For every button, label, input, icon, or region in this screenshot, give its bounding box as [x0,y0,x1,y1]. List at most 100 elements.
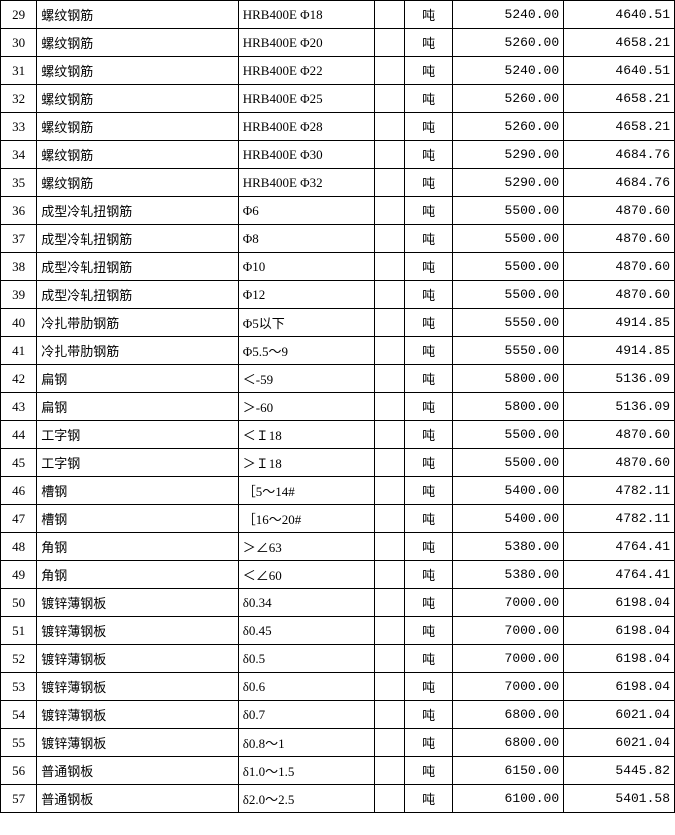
material-name: 螺纹钢筋 [37,1,238,29]
table-row: 54镀锌薄钢板δ0.7吨6800.006021.04 [1,701,675,729]
table-row: 30螺纹钢筋HRB400E Φ20吨5260.004658.21 [1,29,675,57]
material-name: 普通钢板 [37,757,238,785]
specification: ＞∠63 [238,533,374,561]
row-index: 43 [1,393,37,421]
specification: HRB400E Φ30 [238,141,374,169]
material-name: 成型冷轧扭钢筋 [37,197,238,225]
material-name: 扁钢 [37,365,238,393]
row-index: 48 [1,533,37,561]
unit: 吨 [404,589,452,617]
price-2: 4764.41 [564,561,675,589]
price-1: 6800.00 [453,701,564,729]
unit: 吨 [404,785,452,813]
unit: 吨 [404,449,452,477]
table-row: 29螺纹钢筋HRB400E Φ18吨5240.004640.51 [1,1,675,29]
specification: δ0.6 [238,673,374,701]
unit: 吨 [404,757,452,785]
specification: HRB400E Φ25 [238,85,374,113]
table-row: 57普通钢板δ2.0～2.5吨6100.005401.58 [1,785,675,813]
price-1: 5260.00 [453,113,564,141]
material-name: 角钢 [37,533,238,561]
row-index: 32 [1,85,37,113]
blank-cell [374,169,404,197]
blank-cell [374,85,404,113]
unit: 吨 [404,169,452,197]
material-name: 工字钢 [37,421,238,449]
specification: HRB400E Φ28 [238,113,374,141]
unit: 吨 [404,57,452,85]
row-index: 38 [1,253,37,281]
blank-cell [374,281,404,309]
blank-cell [374,141,404,169]
specification: ＜-59 [238,365,374,393]
blank-cell [374,57,404,85]
price-2: 6021.04 [564,729,675,757]
price-1: 5290.00 [453,141,564,169]
blank-cell [374,113,404,141]
unit: 吨 [404,225,452,253]
table-row: 42扁钢＜-59吨5800.005136.09 [1,365,675,393]
row-index: 47 [1,505,37,533]
table-row: 36成型冷轧扭钢筋Φ6吨5500.004870.60 [1,197,675,225]
blank-cell [374,1,404,29]
table-row: 49角钢＜∠60吨5380.004764.41 [1,561,675,589]
row-index: 39 [1,281,37,309]
material-name: 螺纹钢筋 [37,169,238,197]
blank-cell [374,365,404,393]
table-row: 55镀锌薄钢板δ0.8～1吨6800.006021.04 [1,729,675,757]
specification: HRB400E Φ22 [238,57,374,85]
row-index: 57 [1,785,37,813]
material-name: 工字钢 [37,449,238,477]
row-index: 36 [1,197,37,225]
blank-cell [374,729,404,757]
row-index: 45 [1,449,37,477]
price-1: 5380.00 [453,561,564,589]
price-1: 6150.00 [453,757,564,785]
material-name: 角钢 [37,561,238,589]
blank-cell [374,617,404,645]
row-index: 30 [1,29,37,57]
blank-cell [374,337,404,365]
material-name: 槽钢 [37,477,238,505]
material-name: 成型冷轧扭钢筋 [37,225,238,253]
price-2: 4870.60 [564,281,675,309]
blank-cell [374,785,404,813]
price-2: 5136.09 [564,393,675,421]
price-2: 6198.04 [564,589,675,617]
row-index: 50 [1,589,37,617]
specification: HRB400E Φ20 [238,29,374,57]
blank-cell [374,421,404,449]
unit: 吨 [404,505,452,533]
price-1: 5500.00 [453,281,564,309]
blank-cell [374,701,404,729]
price-1: 6800.00 [453,729,564,757]
price-2: 4764.41 [564,533,675,561]
material-name: 扁钢 [37,393,238,421]
table-row: 38成型冷轧扭钢筋Φ10吨5500.004870.60 [1,253,675,281]
price-2: 5136.09 [564,365,675,393]
specification: δ0.34 [238,589,374,617]
blank-cell [374,393,404,421]
blank-cell [374,533,404,561]
unit: 吨 [404,701,452,729]
row-index: 35 [1,169,37,197]
specification: ＜∠60 [238,561,374,589]
row-index: 51 [1,617,37,645]
unit: 吨 [404,617,452,645]
blank-cell [374,477,404,505]
specification: δ2.0～2.5 [238,785,374,813]
price-1: 7000.00 [453,617,564,645]
blank-cell [374,673,404,701]
price-2: 5445.82 [564,757,675,785]
unit: 吨 [404,253,452,281]
unit: 吨 [404,309,452,337]
material-name: 镀锌薄钢板 [37,701,238,729]
blank-cell [374,197,404,225]
price-2: 6198.04 [564,673,675,701]
price-1: 6100.00 [453,785,564,813]
price-2: 4870.60 [564,449,675,477]
material-name: 螺纹钢筋 [37,85,238,113]
price-2: 6021.04 [564,701,675,729]
price-2: 4870.60 [564,253,675,281]
row-index: 42 [1,365,37,393]
